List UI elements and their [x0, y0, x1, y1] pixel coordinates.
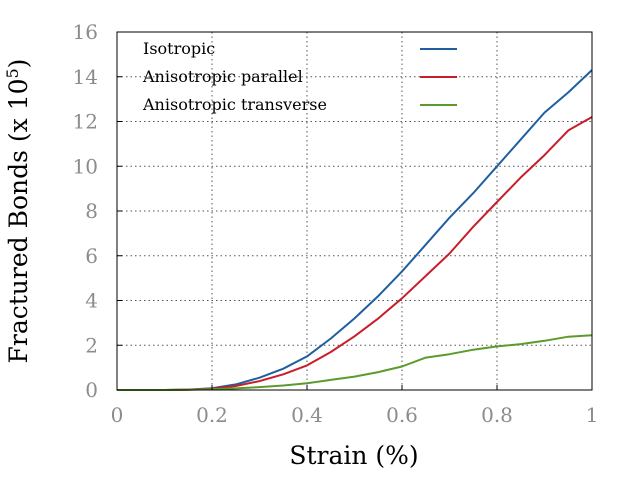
x-tick-label: 0	[111, 403, 124, 427]
y-tick-label: 16	[73, 20, 98, 44]
y-tick-label: 6	[85, 244, 98, 268]
y-tick-label: 8	[85, 199, 98, 223]
y-tick-labels: 0 2 4 6 8 10 12 14 16	[73, 20, 122, 402]
y-tick-label: 12	[73, 110, 98, 134]
series-line-anisotropic-transverse	[117, 334, 593, 391]
y-tick-label: 0	[85, 378, 98, 402]
y-axis-title-exponent: 5	[3, 68, 22, 78]
legend-label: Isotropic	[143, 39, 215, 58]
x-tick-label: 0.8	[481, 403, 513, 427]
y-tick-label: 2	[85, 333, 98, 357]
y-axis-title-main: Fractured Bonds (x 10	[4, 78, 33, 363]
y-axis-title-suffix: )	[4, 59, 33, 69]
x-axis-title: Strain (%)	[289, 441, 418, 470]
x-tick-label: 1	[586, 403, 599, 427]
y-tick-label: 4	[85, 289, 98, 313]
y-tick-label: 10	[73, 154, 98, 178]
y-axis-title: Fractured Bonds (x 105)	[3, 59, 33, 364]
series-line-anisotropic-parallel	[117, 116, 593, 391]
grid	[117, 32, 592, 390]
x-tick-label: 0.4	[291, 403, 323, 427]
x-tick-label: 0.2	[196, 403, 228, 427]
series-line-isotropic	[117, 69, 593, 391]
legend-label: Anisotropic parallel	[142, 67, 303, 86]
legend-label: Anisotropic transverse	[142, 95, 327, 114]
legend: Isotropic Anisotropic parallel Anisotropic…	[142, 39, 457, 114]
y-tick-label: 14	[73, 65, 98, 89]
x-tick-label: 0.6	[386, 403, 418, 427]
series-lines	[117, 69, 593, 391]
x-tick-labels: 0 0.2 0.4 0.6 0.8 1	[111, 385, 599, 427]
